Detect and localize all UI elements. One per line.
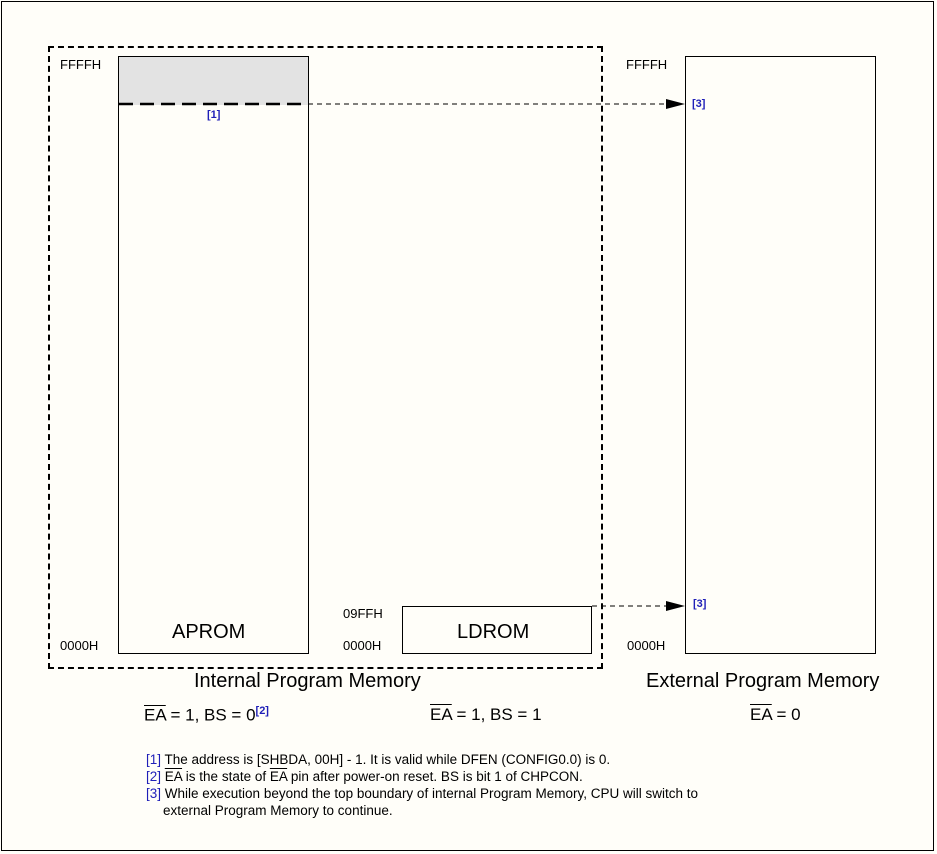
ref-3-bottom-marker: [3] xyxy=(693,598,707,610)
internal-memory-title: Internal Program Memory xyxy=(194,670,421,692)
footnote-1: [1] The address is [SHBDA, 00H] - 1. It … xyxy=(146,752,610,767)
footnote-3-text-line1: While execution beyond the top boundary … xyxy=(161,786,699,801)
bottom-jump-arrowhead xyxy=(666,601,685,611)
footnote-2-ref: [2] xyxy=(146,769,162,784)
top-jump-arrowhead xyxy=(666,99,685,109)
external-memory-box xyxy=(685,56,876,654)
external-memory-title: External Program Memory xyxy=(646,670,880,692)
ldrom-condition: EA = 1, BS = 1 xyxy=(430,705,542,725)
ldrom-condition-text: = 1, BS = 1 xyxy=(451,705,542,724)
ea-signal: EA xyxy=(144,705,166,725)
footnote-3-ref: [3] xyxy=(146,786,162,801)
footnote-1-ref: [1] xyxy=(146,752,162,767)
aprom-top-address: FFFFH xyxy=(60,57,102,72)
ea-signal: EA xyxy=(750,705,772,724)
aprom-condition: EA = 1, BS = 0[2] xyxy=(144,705,269,726)
external-condition-text: = 0 xyxy=(771,705,801,724)
aprom-box xyxy=(118,56,309,654)
aprom-bottom-address: 0000H xyxy=(60,638,99,653)
aprom-reserved-area xyxy=(119,57,308,105)
external-bottom-address: 0000H xyxy=(627,638,666,653)
ea-signal: EA xyxy=(430,705,452,724)
footnote-2-text-a: is the state of xyxy=(182,769,270,784)
footnote-3-continuation: external Program Memory to continue. xyxy=(163,803,393,818)
ea-signal: EA xyxy=(269,769,288,784)
footnote-2: [2] EA is the state of EA pin after powe… xyxy=(146,769,583,784)
aprom-label: APROM xyxy=(172,621,246,643)
ldrom-top-address: 09FFH xyxy=(343,606,383,621)
footnote-1-text: The address is [SHBDA, 00H] - 1. It is v… xyxy=(161,752,611,767)
ref-2-marker: [2] xyxy=(255,705,269,717)
aprom-condition-text: = 1, BS = 0 xyxy=(165,705,256,725)
ldrom-bottom-address: 0000H xyxy=(343,638,382,653)
ldrom-box xyxy=(402,606,592,654)
external-top-address: FFFFH xyxy=(626,57,668,72)
ea-signal: EA xyxy=(164,769,183,784)
footnote-2-text-b: pin after power-on reset. BS is bit 1 of… xyxy=(287,769,583,784)
ldrom-label: LDROM xyxy=(457,621,530,643)
ref-1-marker: [1] xyxy=(207,109,221,121)
external-condition: EA = 0 xyxy=(750,705,801,725)
internal-memory-region xyxy=(48,46,603,669)
ref-3-top-marker: [3] xyxy=(692,98,706,110)
footnote-3: [3] While execution beyond the top bound… xyxy=(146,786,698,801)
